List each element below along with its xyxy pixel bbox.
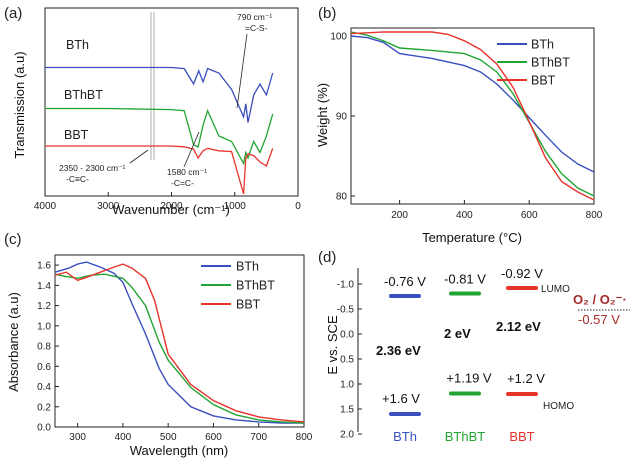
ftir-x-tick-label: 4000 <box>34 201 57 212</box>
annotation-alkyne-range: 2350 - 2300 cm⁻¹ <box>59 163 126 173</box>
absorbance-y-axis-title: Absorbance (a.u) <box>6 292 21 392</box>
ftir-x-tick-label: 0 <box>295 201 301 212</box>
ftir-label-bbt: BBT <box>64 128 89 142</box>
homo-value-bthbt: +1.19 V <box>446 371 492 386</box>
absorbance-x-tick-label: 800 <box>296 432 313 443</box>
energy-y-tick-label: 0.5 <box>340 355 354 366</box>
absorbance-y-tick-label: 1.6 <box>37 261 51 272</box>
absorbance-legend-label-bthbt: BThBT <box>236 279 275 293</box>
tga-y-tick-label: 90 <box>336 112 348 123</box>
tga-panel: 200 400 600 800 80 90 100 BTh BThBT BBT Temperat… <box>315 27 603 245</box>
lumo-value-bbt: -0.92 V <box>501 266 543 281</box>
ftir-x-tick-label: 1000 <box>224 201 247 212</box>
band-gap-bbt: 2.12 eV <box>496 319 541 334</box>
tga-x-tick-label: 200 <box>391 210 408 221</box>
redox-potential-label: -0.57 V <box>578 312 620 327</box>
tga-series-bbt <box>350 31 595 201</box>
energy-y-tick-label: 0.0 <box>340 330 354 341</box>
absorbance-x-tick-label: 700 <box>250 432 267 443</box>
ftir-x-tick-label: 3000 <box>97 201 120 212</box>
material-name-bbt: BBT <box>509 429 534 444</box>
energy-y-tick-label: 1.0 <box>340 380 354 391</box>
panel-label-a: (a) <box>4 5 22 22</box>
absorbance-legend-label-bbt: BBT <box>236 298 261 312</box>
absorbance-y-tick-label: 0.8 <box>37 342 51 353</box>
tga-legend-label-bbt: BBT <box>531 74 556 88</box>
absorbance-x-axis-title: Wavelength (nm) <box>130 443 229 458</box>
absorbance-x-tick-label: 400 <box>115 432 132 443</box>
annotation-1580: 1580 cm⁻¹ <box>167 167 207 177</box>
annotation-790: 790 cm⁻¹ <box>237 12 272 22</box>
tga-legend-label-bth: BTh <box>531 38 554 52</box>
absorbance-y-tick-label: 0.4 <box>37 382 51 393</box>
band-gap-bth: 2.36 eV <box>376 343 421 358</box>
ftir-label-bth: BTh <box>66 38 89 52</box>
energy-y-tick-label: -1.0 <box>337 280 355 291</box>
absorbance-y-tick-label: 0.6 <box>37 362 51 373</box>
annotation-alkyne: -C≡C- <box>66 174 89 184</box>
ftir-series-bthbt <box>45 107 274 166</box>
absorbance-series-bthbt <box>54 273 305 424</box>
energy-y-tick-label: 1.5 <box>340 405 354 416</box>
tga-x-tick-label: 800 <box>586 210 603 221</box>
redox-couple-label: O₂ / O₂⁻· <box>573 292 627 307</box>
panel-label-d: (d) <box>318 249 336 266</box>
tga-legend-label-bthbt: BThBT <box>531 56 570 70</box>
panel-label-b: (b) <box>318 5 336 22</box>
material-name-bth: BTh <box>393 429 417 444</box>
ftir-panel: 4000 3000 2000 1000 0 Wavenumber (cm⁻¹) Tran… <box>12 7 301 217</box>
absorbance-panel: 300 400 500 600 700 800 0.0 0.2 0.4 0.6 0.8 1.0 1.2 1… <box>6 254 313 458</box>
annotation-alkene: -C=C- <box>171 178 194 188</box>
tga-y-tick-label: 80 <box>336 192 348 203</box>
absorbance-series-bth <box>54 261 304 424</box>
homo-subscript: HOMO <box>543 401 574 412</box>
ftir-x-tick-label: 2000 <box>160 201 183 212</box>
absorbance-y-tick-label: 1.2 <box>37 301 51 312</box>
absorbance-plot-frame <box>54 254 305 428</box>
annotation-1580-pointer <box>183 131 200 168</box>
material-name-bthbt: BThBT <box>445 429 486 444</box>
tga-series-bth <box>350 35 595 173</box>
energy-y-tick-label: -0.5 <box>337 305 355 316</box>
band-gap-bthbt: 2 eV <box>444 326 471 341</box>
ftir-series-bbt <box>45 145 274 195</box>
absorbance-x-tick-label: 500 <box>160 432 177 443</box>
absorbance-y-tick-label: 1.4 <box>37 281 51 292</box>
energy-y-axis-title: E vs. SCE <box>325 315 340 375</box>
homo-value-bbt: +1.2 V <box>507 371 545 386</box>
absorbance-legend-label-bth: BTh <box>236 260 259 274</box>
tga-x-tick-label: 600 <box>521 210 538 221</box>
annotation-790-pointer <box>236 33 248 109</box>
absorbance-y-tick-label: 1.0 <box>37 321 51 332</box>
ftir-label-bthbt: BThBT <box>64 88 103 102</box>
tga-series-bthbt <box>350 31 595 197</box>
annotation-c-s: =C-S- <box>245 23 268 33</box>
absorbance-x-tick-label: 600 <box>205 432 222 443</box>
absorbance-y-tick-label: 0.2 <box>37 402 51 413</box>
absorbance-series-bbt <box>54 263 305 423</box>
ftir-series-bth <box>45 66 274 123</box>
homo-value-bth: +1.6 V <box>382 391 420 406</box>
energy-level-panel: -1.0 -0.5 0.0 0.5 1.0 1.5 2.0 -0.76 V +1.6 V 2.3… <box>325 266 630 444</box>
tga-plot-frame <box>350 27 595 205</box>
energy-y-tick-label: 2.0 <box>340 430 354 441</box>
absorbance-x-tick-label: 300 <box>69 432 86 443</box>
ftir-x-axis-title: Wavenumber (cm⁻¹) <box>112 202 230 217</box>
absorbance-y-tick-label: 0.0 <box>37 423 51 434</box>
lumo-value-bth: -0.76 V <box>384 274 426 289</box>
ftir-y-axis-title: Transmission (a.u) <box>12 51 27 158</box>
lumo-subscript: LUMO <box>541 284 570 295</box>
tga-y-axis-title: Weight (%) <box>315 83 330 147</box>
tga-x-axis-title: Temperature (°C) <box>422 230 522 245</box>
annotation-alkyne-pointer <box>129 149 149 164</box>
tga-y-tick-label: 100 <box>330 32 347 43</box>
tga-x-tick-label: 400 <box>456 210 473 221</box>
panel-label-c: (c) <box>4 231 22 248</box>
lumo-value-bthbt: -0.81 V <box>444 272 486 287</box>
